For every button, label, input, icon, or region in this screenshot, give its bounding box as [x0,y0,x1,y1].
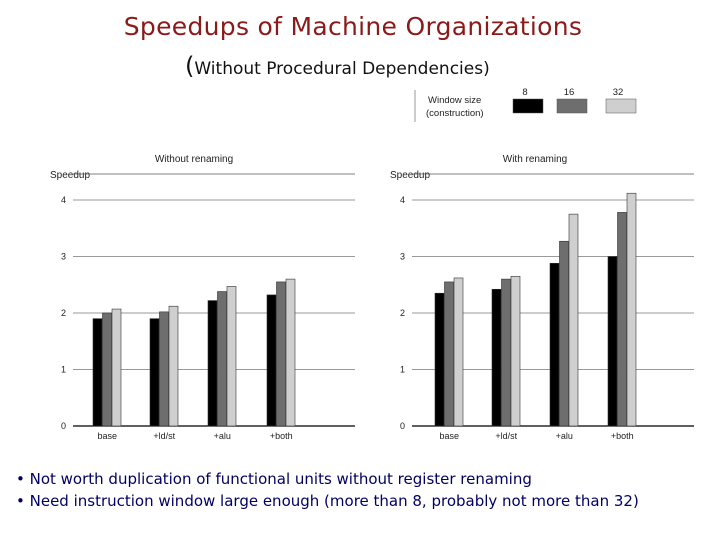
y-tick-label: 0 [400,421,405,431]
bar [510,275,521,427]
bar [276,281,286,427]
bar [149,318,160,427]
legend-swatch [556,98,588,114]
slide-subtitle: (Without Procedural Dependencies) [185,52,490,80]
bar [159,311,169,427]
legend-swatch [512,98,544,114]
bar [568,213,579,427]
bar [226,286,237,427]
bar [217,291,227,427]
bar [266,294,277,427]
legend-label: 16 [564,87,575,98]
bullet-item: • Need instruction window large enough (… [16,492,639,510]
y-tick-label: 1 [400,365,405,375]
y-tick-label: 4 [61,195,66,205]
legend-swatch [605,98,637,114]
legend-label: 32 [613,87,624,98]
bar [285,278,296,427]
chart-title: With renaming [503,154,567,165]
bar [559,240,569,427]
x-tick-label: base [97,431,117,441]
x-tick-label: +both [270,431,293,441]
y-tick-label: 1 [61,365,66,375]
y-axis-label: Speedup [390,170,430,181]
y-tick-label: 2 [400,308,405,318]
chart-title: Without renaming [155,154,233,165]
x-tick-label: +both [611,431,634,441]
y-tick-label: 3 [400,252,405,262]
y-tick-label: 0 [61,421,66,431]
bar [549,262,560,427]
x-tick-label: +alu [556,431,573,441]
subtitle-text: Without Procedural Dependencies) [194,59,490,79]
bullet-item: • Not worth duplication of functional un… [16,470,532,488]
bar [168,305,179,427]
y-axis-label: Speedup [50,170,90,181]
legend-label: 8 [522,87,527,98]
x-tick-label: base [439,431,459,441]
bar [453,277,464,427]
bar [491,288,502,427]
bar [617,212,627,427]
bar [434,292,445,427]
x-tick-label: +ld/st [153,431,175,441]
y-tick-label: 4 [400,195,405,205]
bar [444,281,454,427]
bar [111,308,122,427]
bar [501,278,511,427]
legend-title-line2: (construction) [426,108,484,119]
bar [92,318,103,427]
legend: Window size (construction) 8 16 32 [414,87,637,122]
bar [207,300,218,427]
x-tick-label: +alu [214,431,231,441]
legend-title-line1: Window size [428,95,481,106]
slide-title: Speedups of Machine Organizations [123,12,583,41]
y-tick-label: 3 [61,252,66,262]
bar [607,256,618,427]
y-tick-label: 2 [61,308,66,318]
chart-panel: With renaming Speedup 0 1 2 3 4 base +ld/st +alu +… [390,154,694,441]
x-tick-label: +ld/st [495,431,517,441]
bar [102,312,112,427]
bullet-list: • Not worth duplication of functional un… [16,468,639,512]
chart-panel: Without renaming Speedup 0 1 2 3 4 base +ld/st +a… [50,154,355,441]
bar [626,192,637,427]
subtitle-open-paren: ( [185,52,195,80]
